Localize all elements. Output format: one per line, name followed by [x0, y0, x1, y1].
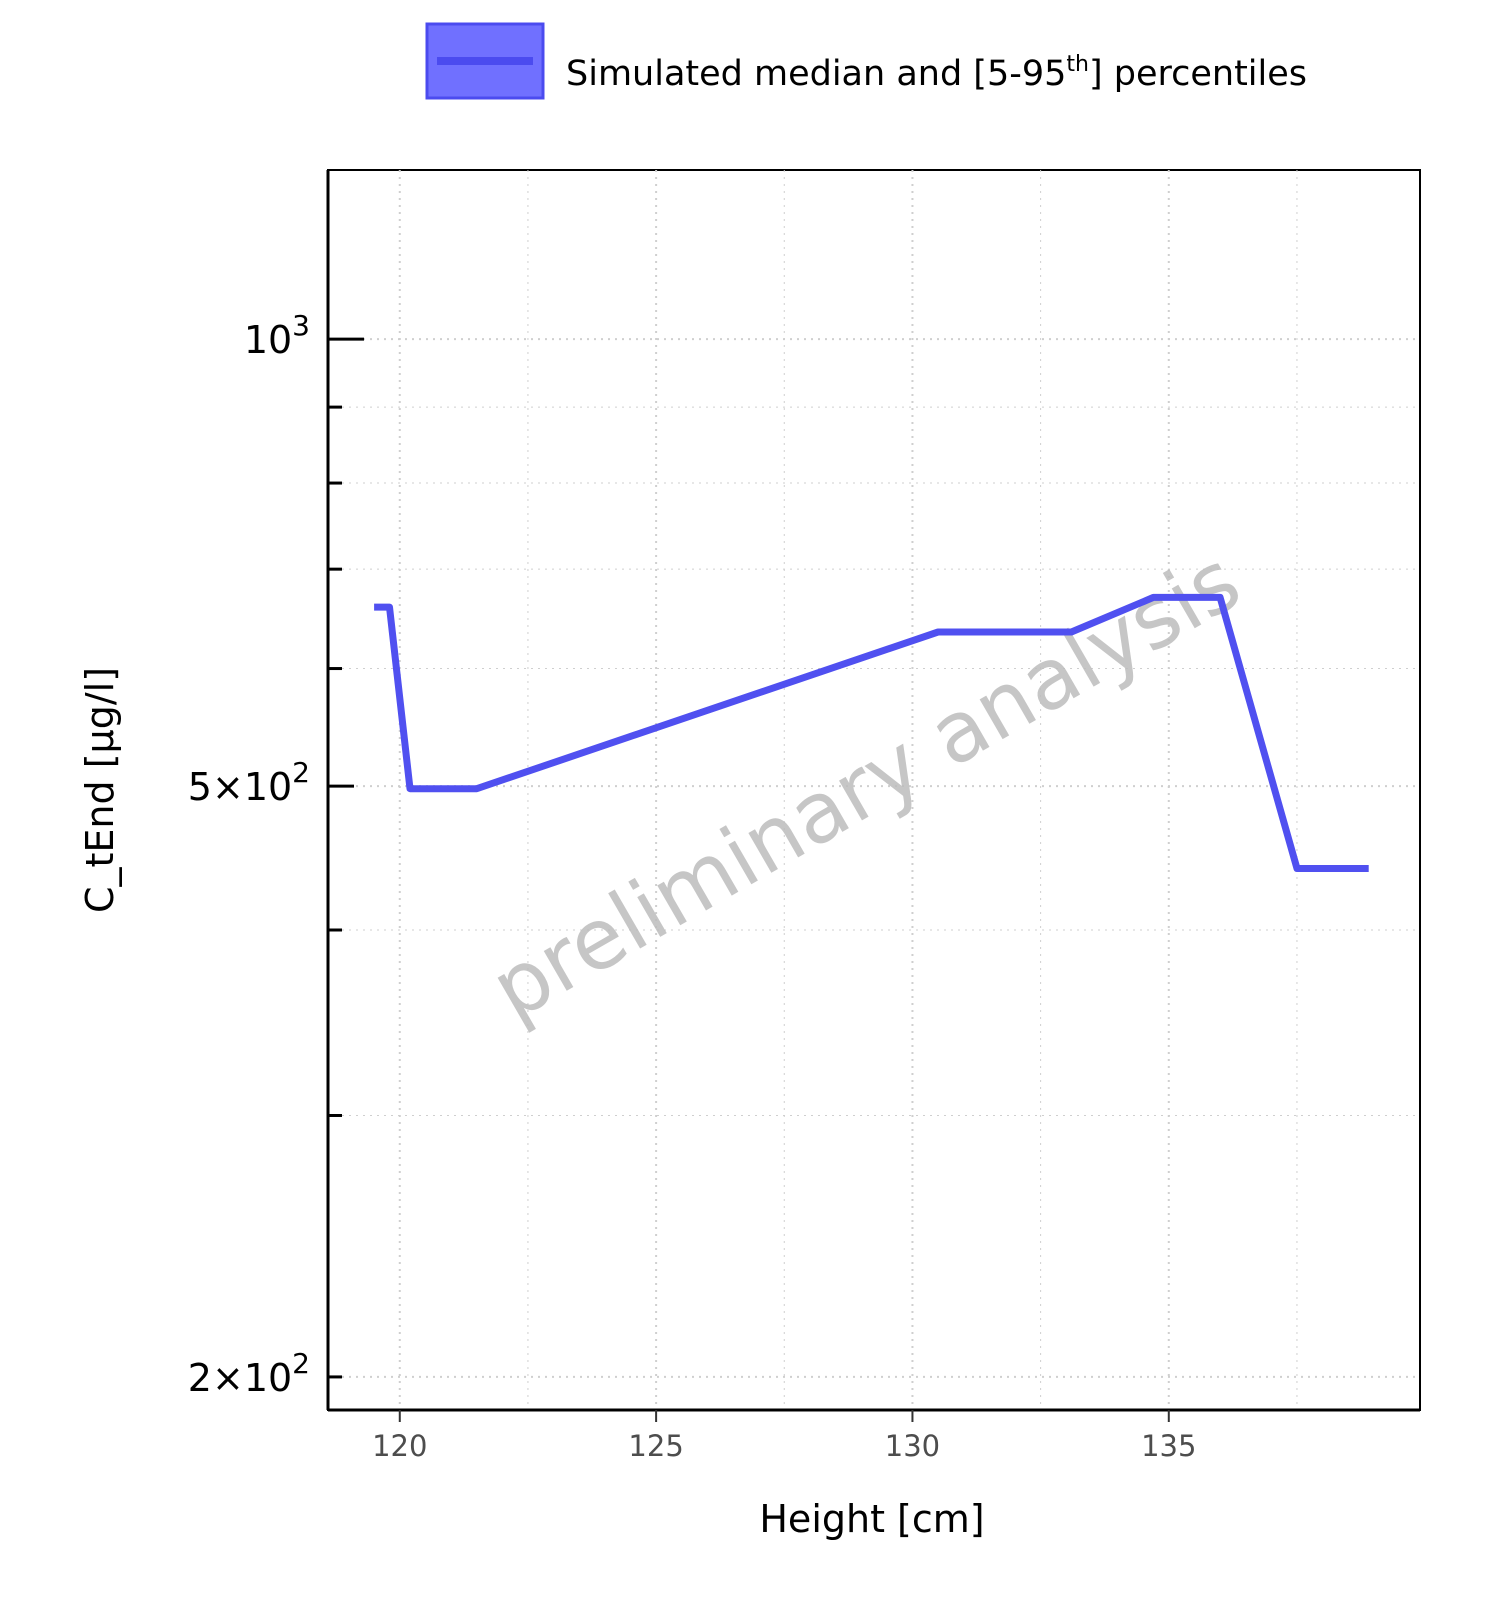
legend-label: Simulated median and [5-95th] percentile… — [566, 52, 1307, 94]
y-axis-title: C_tEnd [µg/l] — [78, 667, 122, 913]
plot-panel — [327, 169, 1421, 1411]
axes — [326, 170, 1420, 1412]
y-tick-label: 103 — [244, 309, 310, 362]
legend: Simulated median and [5-95th] percentile… — [425, 22, 1307, 100]
series-line — [374, 593, 1369, 872]
x-tick-label: 130 — [885, 1429, 940, 1463]
x-ticks: 120 125 130 135 — [372, 1410, 1196, 1463]
y-tick-label: 5×102 — [188, 756, 310, 809]
x-tick-label: 125 — [628, 1429, 683, 1463]
y-ticks: 103 5×102 2×102 — [188, 309, 364, 1400]
x-tick-label: 120 — [372, 1429, 427, 1463]
x-tick-label: 135 — [1141, 1429, 1196, 1463]
x-axis-title: Height [cm] — [759, 1497, 984, 1541]
y-tick-label: 2×102 — [188, 1347, 310, 1400]
series-group — [374, 593, 1369, 872]
grid — [328, 170, 1420, 1410]
